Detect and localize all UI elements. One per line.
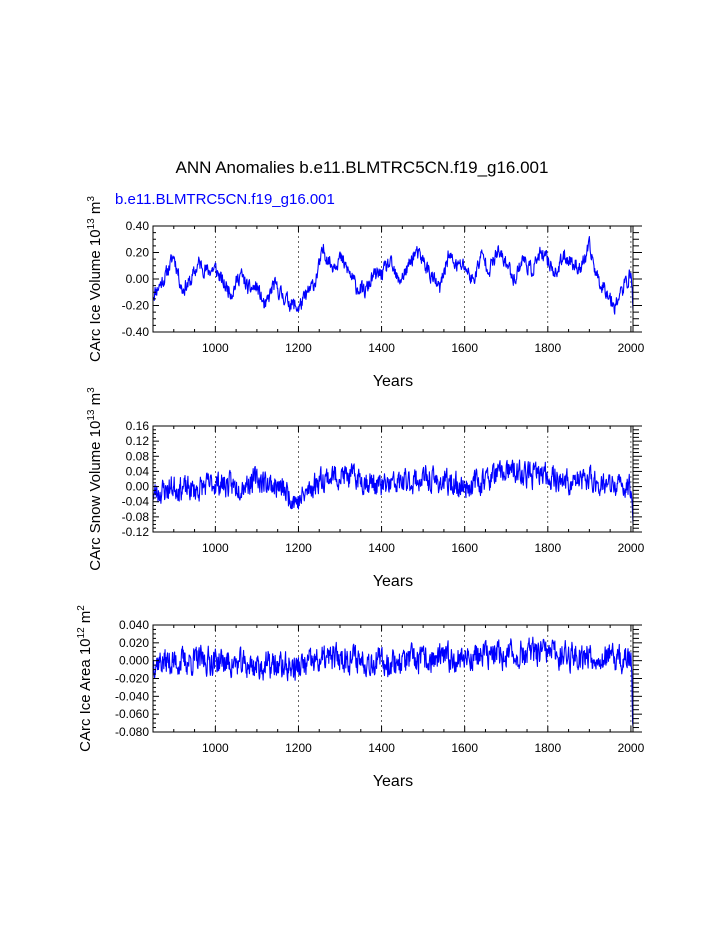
y-tick-label: 0.020 [119, 636, 149, 650]
x-tick-label: 1000 [202, 741, 229, 755]
x-tick-label: 1400 [368, 541, 395, 555]
x-tick-label: 1000 [202, 541, 229, 555]
x-tick-label: 1200 [285, 541, 312, 555]
y-tick-label: -0.020 [115, 672, 149, 686]
y-tick-label: 0.08 [126, 449, 150, 463]
y-tick-label: -0.20 [122, 299, 150, 313]
data-series-line [152, 459, 634, 524]
y-tick-label: -0.04 [122, 495, 150, 509]
x-tick-label: 2000 [618, 541, 645, 555]
y-tick-label: -0.080 [115, 725, 149, 739]
y-axis-label-text: CArc Ice Area 10 [77, 638, 94, 751]
chart-title: ANN Anomalies b.e11.BLMTRC5CN.f19_g16.00… [176, 158, 549, 177]
y-tick-label: 0.040 [119, 618, 149, 632]
x-tick-label: 2000 [618, 341, 645, 355]
y-tick-label: 0.12 [126, 434, 150, 448]
y-tick-label: -0.40 [122, 325, 150, 339]
y-axis-label-unit: m [87, 202, 104, 219]
y-axis-label: CArc Ice Volume 1013 m3 [86, 196, 104, 362]
y-axis-label-exponent: 13 [86, 409, 97, 421]
x-tick-label: 1800 [534, 341, 561, 355]
y-axis-label-exponent: 13 [86, 218, 97, 230]
y-axis-label-unit-exponent: 3 [86, 387, 97, 393]
x-tick-label: 1400 [368, 741, 395, 755]
y-axis-label-unit-exponent: 3 [86, 196, 97, 202]
y-axis-label: CArc Snow Volume 1013 m3 [86, 387, 104, 571]
y-tick-label: 0.00 [126, 272, 150, 286]
panel-2: 1000 1200 1400 1600 1800 2000-0.12-0.08-0.040… [86, 387, 645, 590]
panel-1: 1000 1200 1400 1600 1800 2000 -0.40 -0.20 0.00 0.… [86, 196, 645, 390]
x-tick-label: 1200 [285, 741, 312, 755]
series-name-label: b.e11.BLMTRC5CN.f19_g16.001 [115, 191, 335, 208]
y-tick-label: -0.040 [115, 689, 149, 703]
y-axis-label-unit: m [77, 611, 94, 628]
plot-frame [152, 624, 634, 733]
x-tick-label: 1600 [451, 341, 478, 355]
x-tick-label: 1400 [368, 341, 395, 355]
y-axis-label-unit-exponent: 2 [76, 605, 87, 611]
y-tick-label: -0.12 [122, 525, 150, 539]
x-tick-label: 1800 [534, 741, 561, 755]
x-tick-label: 1800 [534, 541, 561, 555]
x-tick-label: 1600 [451, 541, 478, 555]
y-axis-label-unit: m [87, 393, 104, 410]
plot-frame [152, 225, 634, 333]
y-axis-label-exponent: 12 [76, 627, 87, 639]
y-axis-label: CArc Ice Area 1012 m2 [76, 605, 94, 752]
x-axis-label: Years [373, 773, 413, 790]
y-tick-label: -0.060 [115, 707, 149, 721]
y-tick-label: -0.08 [122, 510, 150, 524]
x-tick-label: 1600 [451, 741, 478, 755]
x-axis-label: Years [373, 573, 413, 590]
y-axis-label-text: CArc Snow Volume 10 [87, 421, 104, 571]
data-series-line [152, 236, 634, 315]
data-series-line [152, 636, 634, 727]
y-tick-label: 0.40 [126, 219, 150, 233]
y-axis-label-text: CArc Ice Volume 10 [87, 229, 104, 362]
y-tick-label: 0.20 [126, 246, 150, 260]
y-tick-label: 0.04 [126, 464, 150, 478]
y-tick-label: 0.00 [126, 480, 150, 494]
y-tick-label: 0.000 [119, 654, 149, 668]
x-tick-label: 2000 [618, 741, 645, 755]
x-tick-label: 1000 [202, 341, 229, 355]
x-tick-label: 1200 [285, 341, 312, 355]
x-axis-label: Years [373, 373, 413, 390]
panel-3: 1000 1200 1400 1600 1800 2000 -0.080 -0.060 -0.0… [76, 605, 645, 790]
y-tick-label: 0.16 [126, 419, 150, 433]
